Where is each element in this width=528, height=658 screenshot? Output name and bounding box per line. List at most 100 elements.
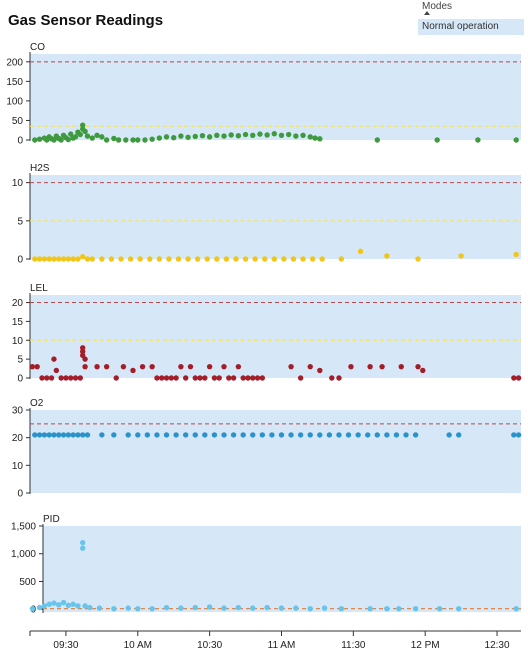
- data-point: [36, 604, 43, 611]
- panel-label: H2S: [30, 163, 50, 174]
- data-point: [321, 605, 328, 611]
- data-point: [374, 432, 380, 438]
- data-point: [235, 604, 242, 611]
- data-point: [285, 131, 292, 138]
- data-point: [147, 256, 153, 262]
- data-point: [79, 348, 86, 355]
- data-point: [75, 432, 81, 438]
- data-point: [46, 432, 52, 438]
- data-point: [99, 256, 105, 262]
- data-point: [79, 545, 86, 551]
- data-point: [288, 363, 294, 370]
- data-point: [415, 256, 421, 262]
- data-point: [446, 432, 452, 438]
- data-point: [70, 432, 76, 438]
- data-point: [194, 256, 201, 262]
- panel-h2s: H2S 0 5 10: [12, 163, 521, 266]
- data-point: [221, 133, 227, 139]
- data-point: [163, 134, 170, 140]
- data-point: [259, 375, 266, 381]
- plot-background: [30, 54, 521, 140]
- x-tick-label: 11:30: [341, 640, 366, 651]
- data-point: [125, 432, 131, 438]
- data-point: [163, 432, 170, 438]
- data-point: [199, 133, 206, 139]
- data-point: [82, 356, 88, 362]
- data-point: [242, 131, 249, 138]
- data-point: [127, 256, 134, 262]
- data-point: [142, 137, 148, 143]
- data-point: [192, 604, 198, 611]
- data-point: [412, 605, 419, 612]
- data-point: [338, 605, 345, 612]
- plot-background: [43, 526, 521, 612]
- data-point: [288, 432, 294, 438]
- data-point: [41, 256, 48, 262]
- data-point: [290, 256, 297, 262]
- data-point: [32, 137, 38, 143]
- data-point: [221, 432, 227, 438]
- data-point: [278, 605, 285, 611]
- data-point: [257, 131, 263, 137]
- data-point: [233, 256, 239, 262]
- data-point: [79, 254, 86, 260]
- data-point: [319, 256, 325, 262]
- mode-normal-operation[interactable]: Normal operation: [418, 19, 524, 35]
- data-point: [51, 432, 57, 438]
- y-tick-label: 10: [12, 461, 24, 472]
- data-point: [130, 137, 136, 143]
- data-point: [223, 256, 230, 262]
- x-tick-label: 09:30: [53, 640, 78, 651]
- data-point: [36, 256, 43, 262]
- data-point: [79, 432, 86, 438]
- data-point: [111, 432, 117, 438]
- data-point: [185, 134, 191, 140]
- data-point: [214, 256, 220, 262]
- data-point: [379, 363, 385, 370]
- data-point: [63, 375, 69, 381]
- data-point: [149, 136, 155, 142]
- data-point: [434, 137, 440, 143]
- panel-lel: LEL 0 5 10 15 20: [12, 283, 522, 385]
- data-point: [515, 432, 522, 438]
- data-point: [182, 432, 189, 438]
- data-point: [65, 136, 72, 143]
- data-point: [230, 375, 237, 381]
- plot-background: [30, 295, 521, 378]
- data-point: [70, 256, 76, 262]
- data-point: [60, 599, 67, 606]
- data-point: [60, 432, 67, 438]
- data-point: [82, 363, 88, 370]
- data-point: [113, 375, 119, 381]
- data-point: [458, 253, 464, 259]
- data-point: [336, 375, 342, 381]
- data-point: [137, 256, 143, 262]
- data-point: [317, 367, 323, 374]
- data-point: [293, 133, 299, 139]
- data-point: [415, 363, 421, 370]
- data-point: [173, 375, 179, 381]
- y-tick-label: 15: [12, 317, 24, 328]
- data-point: [60, 256, 67, 262]
- data-point: [309, 256, 316, 262]
- data-point: [130, 367, 136, 374]
- panel-o2: O2 0 10 20 30: [12, 398, 522, 500]
- plot-background: [30, 410, 521, 493]
- data-point: [84, 133, 91, 139]
- data-point: [182, 375, 189, 381]
- data-point: [135, 605, 141, 612]
- data-point: [79, 539, 86, 546]
- data-point: [135, 137, 141, 143]
- data-point: [307, 134, 313, 140]
- data-point: [226, 375, 232, 381]
- y-tick-label: 500: [19, 577, 36, 588]
- data-point: [326, 432, 333, 438]
- data-point: [99, 432, 105, 438]
- y-tick-label: 200: [6, 57, 23, 68]
- data-point: [65, 432, 72, 438]
- data-point: [269, 432, 275, 438]
- data-point: [336, 432, 342, 438]
- data-point: [156, 256, 163, 262]
- data-point: [393, 432, 400, 438]
